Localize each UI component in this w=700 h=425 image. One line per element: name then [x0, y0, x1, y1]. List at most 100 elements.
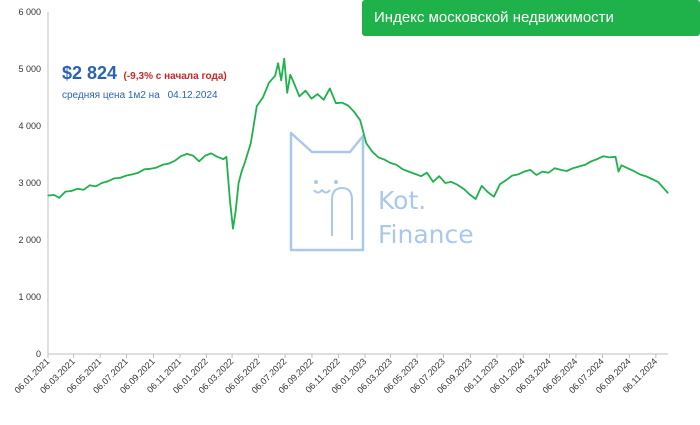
data-point: [371, 151, 373, 153]
data-point: [554, 167, 556, 169]
data-point: [155, 167, 158, 169]
data-point: [353, 111, 355, 113]
data-point: [548, 172, 550, 174]
data-point: [70, 190, 72, 192]
data-point: [192, 155, 194, 157]
data-point: [113, 177, 115, 179]
data-point: [462, 188, 465, 190]
data-point: [645, 175, 647, 177]
data-point: [125, 175, 127, 177]
data-point: [341, 102, 343, 104]
data-point: [89, 184, 91, 186]
data-point: [119, 177, 121, 179]
data-point: [529, 169, 532, 171]
data-point: [617, 171, 620, 173]
price-change: (-9,3% с начала года): [123, 71, 227, 82]
data-point: [162, 164, 164, 166]
data-point: [493, 196, 495, 198]
price-caption: средняя цена 1м2 на: [62, 90, 160, 101]
data-point: [76, 188, 79, 190]
data-point: [523, 171, 525, 173]
data-point: [53, 194, 55, 196]
data-point: [505, 179, 507, 181]
data-point: [323, 99, 325, 101]
data-point: [444, 182, 446, 184]
data-point: [83, 189, 85, 191]
data-point: [310, 98, 313, 100]
data-point: [58, 197, 60, 199]
watermark-brand-2: Finance: [378, 220, 474, 249]
data-point: [329, 87, 331, 89]
data-point: [541, 171, 544, 173]
data-point: [229, 199, 231, 201]
chart-title-banner: Индекс московской недвижимости: [362, 0, 700, 36]
data-point: [359, 119, 361, 121]
series-group: [47, 57, 669, 230]
data-point: [657, 181, 659, 183]
data-point: [174, 160, 176, 162]
data-point: [414, 173, 416, 175]
data-point: [268, 82, 270, 84]
data-point: [408, 171, 410, 173]
data-point: [180, 155, 182, 157]
data-point: [280, 79, 282, 81]
data-point: [241, 171, 243, 173]
y-tick-label: 6 000: [18, 7, 41, 17]
data-point: [608, 156, 611, 158]
data-point: [317, 93, 319, 95]
data-point: [335, 102, 337, 104]
price-caption-row: средняя цена 1м2 на 04.12.2024: [62, 90, 218, 101]
data-point: [602, 155, 604, 157]
data-point: [64, 191, 66, 193]
data-point: [250, 142, 252, 144]
y-tick-label: 1 000: [18, 292, 41, 302]
data-point: [365, 142, 367, 144]
data-point: [438, 175, 440, 177]
y-tick-label: 5 000: [18, 64, 41, 74]
data-point: [131, 173, 133, 175]
watermark-logo: [289, 131, 365, 252]
data-point: [289, 74, 291, 76]
data-point: [450, 181, 452, 183]
y-tick-label: 0: [36, 349, 41, 359]
data-point: [402, 168, 404, 170]
data-point: [535, 174, 538, 176]
data-point: [347, 104, 349, 107]
data-point: [596, 158, 598, 160]
data-point: [198, 160, 200, 162]
data-point: [225, 156, 227, 158]
data-point: [511, 175, 513, 177]
data-point: [469, 193, 471, 195]
data-point: [216, 156, 218, 158]
data-point: [584, 164, 586, 166]
data-point: [481, 185, 483, 187]
data-point: [143, 168, 145, 170]
data-point: [566, 170, 568, 172]
y-tick-label: 3 000: [18, 178, 41, 188]
data-point: [222, 158, 224, 160]
data-point: [432, 181, 434, 183]
data-point: [149, 168, 152, 170]
data-point: [274, 75, 276, 77]
data-point: [487, 191, 489, 193]
data-point: [620, 164, 623, 166]
data-point: [244, 162, 246, 164]
data-point: [238, 182, 240, 184]
data-point: [298, 95, 300, 97]
data-point: [377, 156, 379, 158]
data-point: [286, 92, 288, 94]
data-point: [578, 165, 580, 168]
data-point: [383, 159, 386, 161]
data-point: [663, 188, 665, 190]
data-point: [639, 173, 641, 175]
data-point: [572, 167, 574, 169]
data-point: [396, 164, 398, 166]
data-point: [499, 183, 501, 185]
data-point: [235, 210, 237, 213]
price-date: 04.12.2024: [167, 90, 218, 101]
data-point: [420, 175, 422, 177]
data-point: [651, 178, 653, 180]
data-point: [277, 62, 279, 64]
data-point: [667, 192, 669, 194]
